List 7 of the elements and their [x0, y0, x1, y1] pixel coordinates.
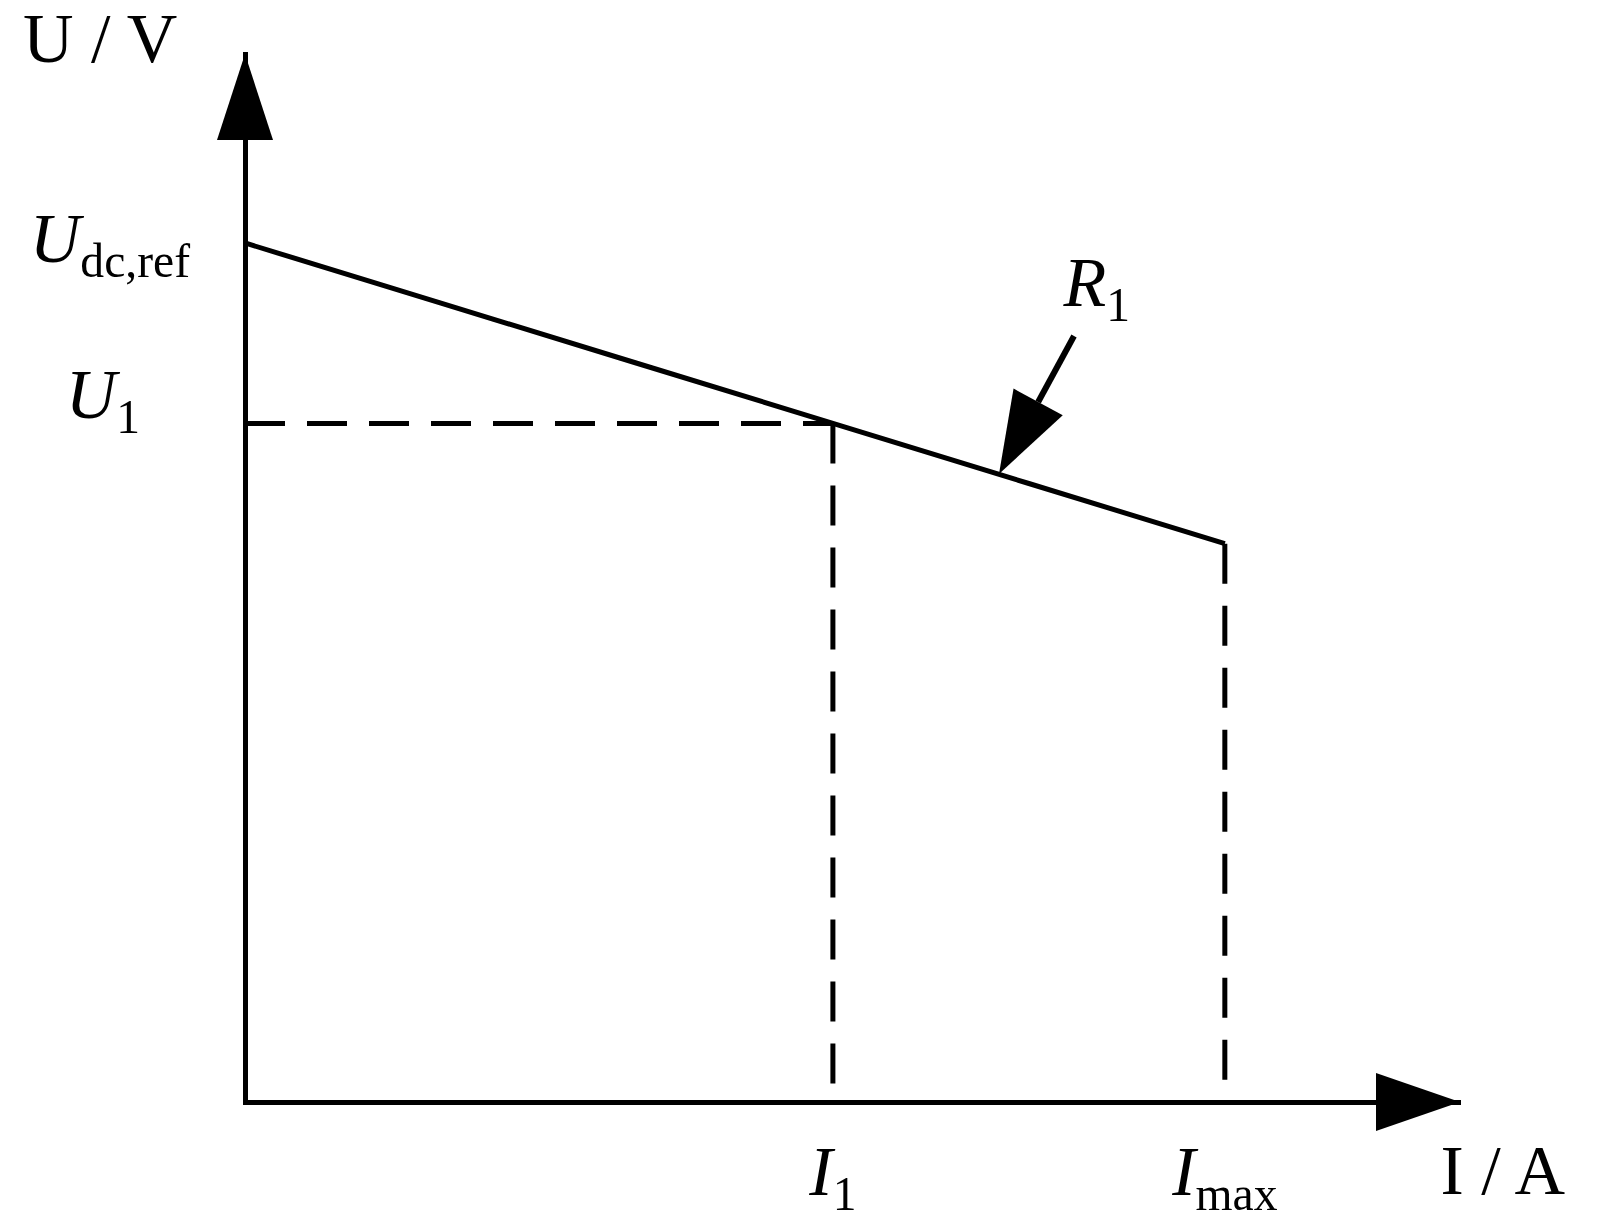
ref-line-label: U$_{1}$ [65, 355, 140, 443]
y-axis-title: U / V [23, 0, 178, 77]
x-tick-label: I$_{max}$ [1172, 1133, 1278, 1221]
annotation: R$_{1}$ [1063, 243, 1131, 332]
text: U$_{dc,ref}$ [29, 200, 190, 288]
x-axis-title: I / A [1440, 1132, 1565, 1209]
x-tick-label: I$_{1}$ [809, 1133, 857, 1221]
